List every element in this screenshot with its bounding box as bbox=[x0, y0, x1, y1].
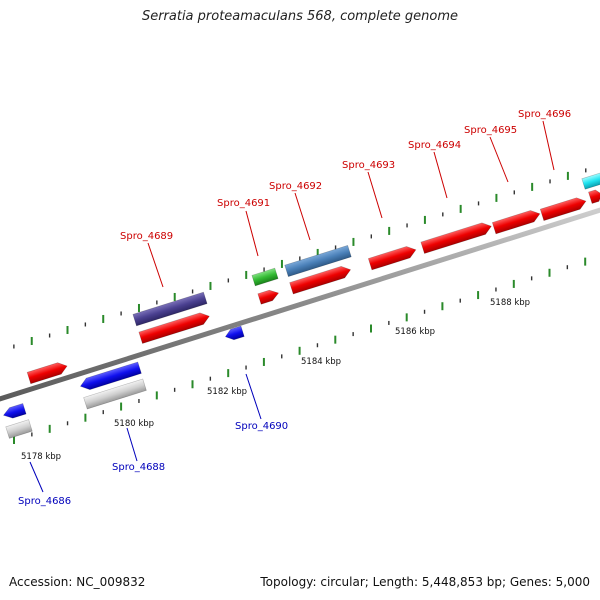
tick-label-5182: 5182 kbp bbox=[207, 387, 247, 397]
gene-spro-4690-blue[interactable] bbox=[224, 325, 245, 342]
tick-marks bbox=[13, 168, 587, 444]
gene-spro-4688-blue[interactable] bbox=[79, 361, 142, 392]
gene-label-spro-4688[interactable]: Spro_4688 bbox=[112, 462, 165, 473]
gene-spro-4686-grey[interactable] bbox=[5, 419, 33, 439]
gene-label-spro-4696[interactable]: Spro_4696 bbox=[518, 109, 571, 120]
gene-spro-4692-red[interactable] bbox=[289, 264, 353, 295]
gene-label-spro-4686[interactable]: Spro_4686 bbox=[18, 496, 71, 507]
gene-label-spro-4691[interactable]: Spro_4691 bbox=[217, 198, 270, 209]
tick-label-5180: 5180 kbp bbox=[114, 419, 154, 429]
tick-label-5184: 5184 kbp bbox=[301, 357, 341, 367]
gene-spro-4691-red[interactable] bbox=[257, 288, 280, 305]
gene-label-spro-4689[interactable]: Spro_4689 bbox=[120, 231, 173, 242]
gene-label-spro-4694[interactable]: Spro_4694 bbox=[408, 140, 461, 151]
gene-spro-4689-navy[interactable] bbox=[132, 291, 208, 327]
tick-label-5178: 5178 kbp bbox=[21, 452, 61, 462]
gene-label-spro-4692[interactable]: Spro_4692 bbox=[269, 181, 322, 192]
genome-backbone bbox=[0, 207, 600, 402]
gene-features[interactable] bbox=[2, 172, 600, 439]
gene-label-spro-4695[interactable]: Spro_4695 bbox=[464, 125, 517, 136]
gene-spro-4686-blue[interactable] bbox=[2, 403, 27, 420]
gene-spro-4691-green[interactable] bbox=[251, 267, 279, 287]
genome-summary-text: Topology: circular; Length: 5,448,853 bp… bbox=[260, 575, 590, 589]
map-title: Serratia proteamaculans 568, complete ge… bbox=[141, 9, 459, 24]
gene-label-spro-4690[interactable]: Spro_4690 bbox=[235, 421, 288, 432]
label-connectors bbox=[29, 120, 555, 493]
gene-spro-4696-red[interactable] bbox=[539, 195, 587, 222]
gene-red-fwd[interactable] bbox=[26, 360, 69, 385]
gene-spro-4694-red[interactable] bbox=[420, 220, 493, 254]
gene-spro-4693-red[interactable] bbox=[367, 244, 417, 271]
tick-label-5188: 5188 kbp bbox=[490, 298, 530, 308]
gene-spro-4695-red[interactable] bbox=[491, 208, 541, 235]
tick-label-5186: 5186 kbp bbox=[395, 327, 435, 337]
gene-edge-red[interactable] bbox=[588, 188, 600, 204]
gene-label-spro-4693[interactable]: Spro_4693 bbox=[342, 160, 395, 171]
gene-edge-cyan[interactable] bbox=[581, 172, 600, 190]
gene-spro-4688-grey[interactable] bbox=[83, 378, 147, 410]
accession-text: Accession: NC_009832 bbox=[9, 575, 146, 589]
gene-spro-4689-red[interactable] bbox=[138, 310, 211, 344]
gene-spro-4692-steel[interactable] bbox=[284, 244, 352, 278]
